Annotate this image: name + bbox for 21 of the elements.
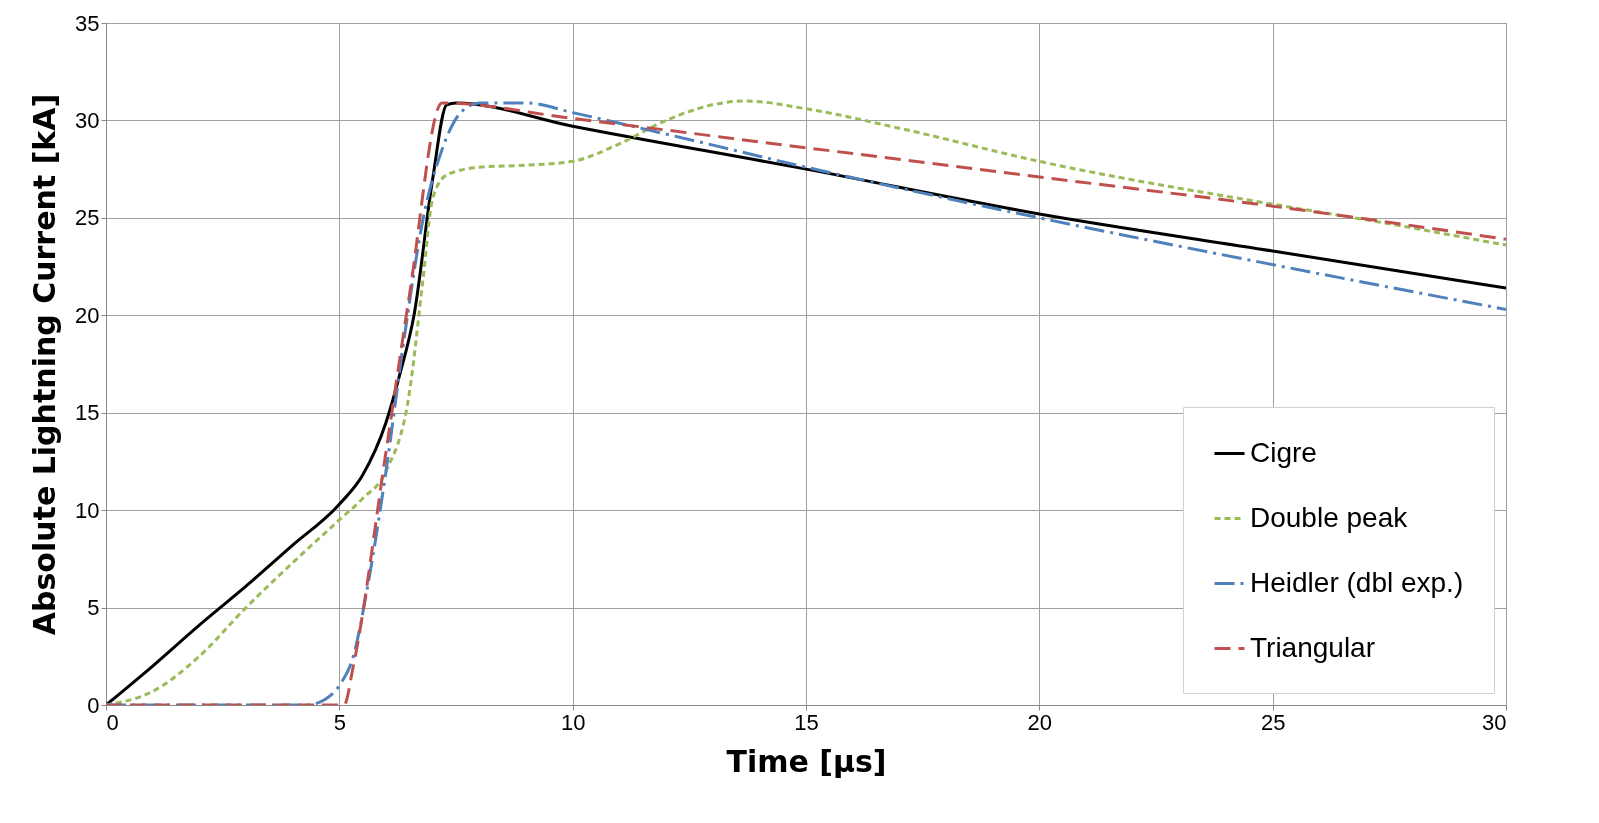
- y-axis-title: Absolute Lightning Current [kA]: [27, 93, 63, 636]
- x-tick-label: 15: [794, 709, 819, 735]
- y-tick-label: 25: [75, 205, 100, 231]
- x-tick-label: 25: [1260, 709, 1286, 735]
- legend-label: Cigre: [1250, 436, 1317, 468]
- y-tick-label: 5: [87, 595, 100, 621]
- x-tick-label: 5: [333, 709, 346, 735]
- legend-label: Heidler (dbl exp.): [1250, 566, 1464, 598]
- x-tick-label: 10: [560, 709, 586, 735]
- y-tick-label: 20: [75, 302, 100, 328]
- y-tick-label: 10: [75, 497, 100, 523]
- x-axis-title: Time [µs]: [726, 743, 887, 779]
- y-tick-label: 0: [87, 692, 100, 718]
- x-tick-label: 30: [1482, 709, 1507, 735]
- y-tick-label: 35: [75, 10, 100, 36]
- y-tick-label: 30: [75, 107, 100, 133]
- y-tick-label: 15: [75, 400, 100, 426]
- legend-label: Triangular: [1250, 631, 1376, 663]
- x-tick-label: 20: [1027, 709, 1053, 735]
- x-tick-label: 0: [106, 709, 119, 735]
- legend-label: Double peak: [1250, 501, 1409, 533]
